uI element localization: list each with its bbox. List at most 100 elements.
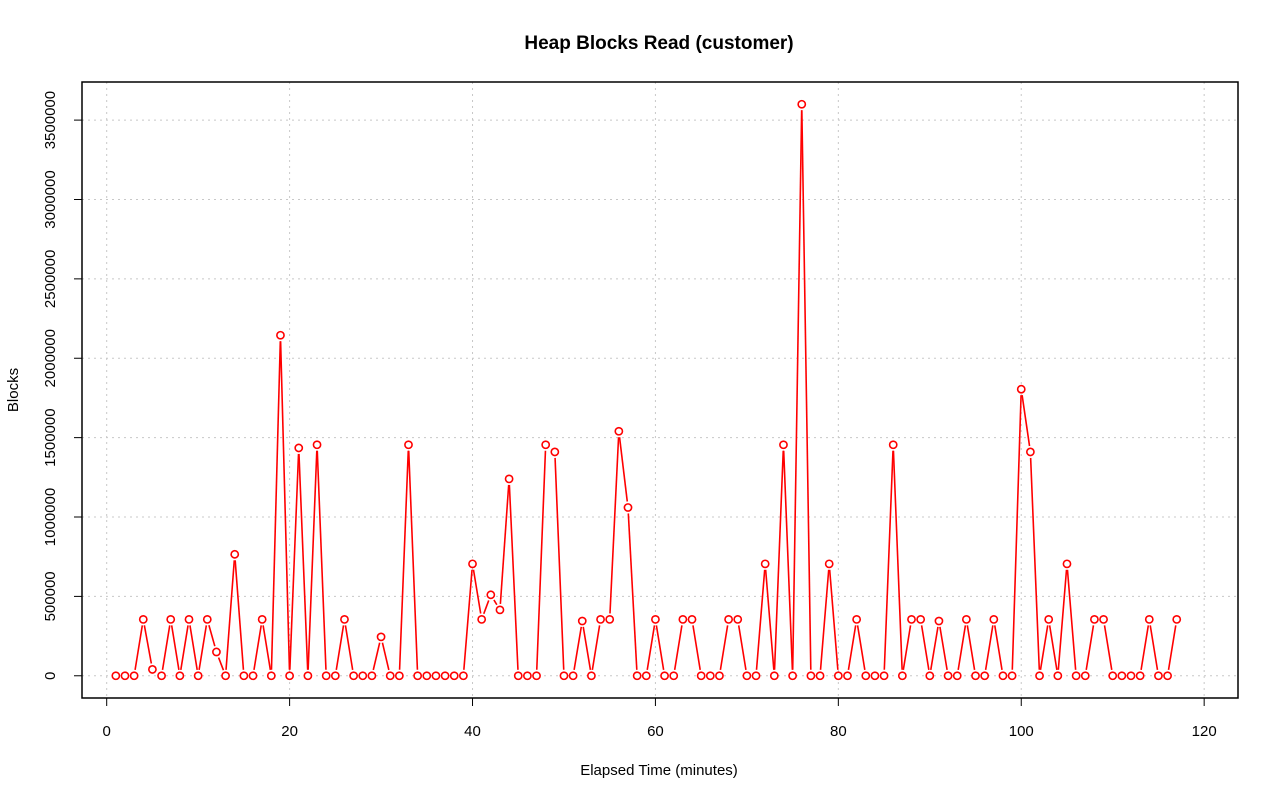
- series-line-segment: [307, 450, 318, 670]
- data-point: [1035, 671, 1044, 681]
- series-line-segment: [508, 484, 519, 670]
- data-point: [248, 671, 258, 681]
- data-point: [678, 615, 688, 624]
- data-point: [669, 671, 679, 681]
- data-point: [532, 671, 541, 681]
- data-point: [596, 615, 605, 624]
- series-line-segment: [398, 450, 410, 670]
- data-point: [797, 99, 807, 109]
- series-line-segment: [655, 625, 665, 670]
- series-line-segment: [161, 625, 171, 670]
- series-line-segment: [828, 569, 839, 670]
- x-tick-label: 100: [1009, 723, 1034, 740]
- data-point: [367, 671, 377, 681]
- series-line-segment: [225, 560, 236, 670]
- series-line-segment: [189, 625, 198, 670]
- data-point: [943, 671, 953, 681]
- series-line-segment: [856, 625, 866, 670]
- series-line-segment: [883, 450, 894, 670]
- data-point: [989, 615, 999, 624]
- chart-title: Heap Blocks Read (customer): [524, 33, 793, 54]
- series-line-segment: [737, 625, 747, 670]
- data-point: [504, 474, 514, 484]
- y-tick-label: 1500000: [42, 408, 59, 466]
- series-line-segment: [344, 625, 354, 670]
- data-point: [449, 671, 459, 681]
- data-point: [1163, 671, 1172, 681]
- data-point: [404, 440, 413, 450]
- plot-box: [81, 81, 1239, 699]
- data-point: [971, 671, 980, 681]
- data-point: [1071, 671, 1081, 681]
- series-line-segment: [289, 453, 300, 670]
- series-line-segment: [134, 625, 144, 670]
- data-point: [111, 671, 121, 681]
- series-line-segment: [463, 569, 473, 670]
- series-line-segment: [902, 625, 912, 670]
- y-tick-label: 0: [42, 672, 59, 680]
- series-line-segment: [627, 513, 638, 670]
- data-point: [952, 671, 962, 681]
- data-point: [843, 671, 852, 681]
- data-point: [705, 671, 715, 681]
- data-point: [550, 447, 560, 457]
- data-point: [852, 615, 862, 624]
- data-point: [340, 615, 349, 624]
- series-line-segment: [253, 625, 262, 670]
- series-line-segment: [1167, 625, 1177, 670]
- series-line-segment: [1103, 625, 1113, 670]
- data-point: [257, 615, 267, 624]
- data-point: [559, 671, 569, 681]
- x-tick-label: 0: [103, 723, 111, 740]
- series-line-segment: [554, 457, 565, 670]
- data-point: [312, 440, 322, 450]
- series-line-segment: [1149, 625, 1159, 670]
- series-line-segment: [535, 450, 547, 670]
- data-point: [157, 671, 166, 681]
- data-point: [632, 671, 642, 681]
- data-point: [779, 440, 788, 450]
- series-line-segment: [773, 450, 785, 670]
- data-point: [1172, 615, 1182, 624]
- data-point: [477, 615, 487, 624]
- series-line-segment: [472, 569, 482, 614]
- data-point: [961, 615, 971, 624]
- data-point: [587, 671, 596, 681]
- data-point: [824, 559, 834, 569]
- data-point: [861, 671, 871, 681]
- series-line-segment: [993, 625, 1003, 670]
- data-point: [513, 671, 523, 681]
- series-line-segment: [217, 657, 225, 671]
- y-axis-label: Blocks: [5, 368, 22, 412]
- data-point: [120, 671, 130, 681]
- series-group: [111, 99, 1182, 681]
- data-point: [486, 590, 496, 600]
- data-point: [879, 671, 889, 681]
- data-point: [385, 671, 395, 681]
- data-point: [742, 671, 752, 681]
- data-point: [1099, 615, 1108, 624]
- data-point: [980, 671, 990, 681]
- data-point: [394, 671, 404, 681]
- data-point: [897, 671, 907, 681]
- data-point: [285, 671, 295, 681]
- series-line-segment: [892, 450, 903, 670]
- data-point: [1135, 671, 1145, 681]
- data-point: [1080, 671, 1090, 681]
- series-line-segment: [208, 624, 216, 647]
- data-point: [833, 671, 843, 681]
- data-point: [934, 616, 944, 626]
- series-line-segment: [170, 625, 180, 670]
- series-line-segment: [1039, 625, 1049, 670]
- series-line-segment: [819, 569, 830, 670]
- series-line-segment: [764, 569, 775, 670]
- series-line-segment: [298, 453, 309, 670]
- data-point: [870, 671, 880, 681]
- series-line-segment: [335, 625, 345, 670]
- data-point: [266, 671, 276, 681]
- series-line-segment: [618, 437, 629, 502]
- data-point: [522, 671, 532, 681]
- x-axis-label: Elapsed Time (minutes): [580, 762, 738, 779]
- series-line-segment: [180, 625, 189, 670]
- series-line-segment: [920, 625, 930, 670]
